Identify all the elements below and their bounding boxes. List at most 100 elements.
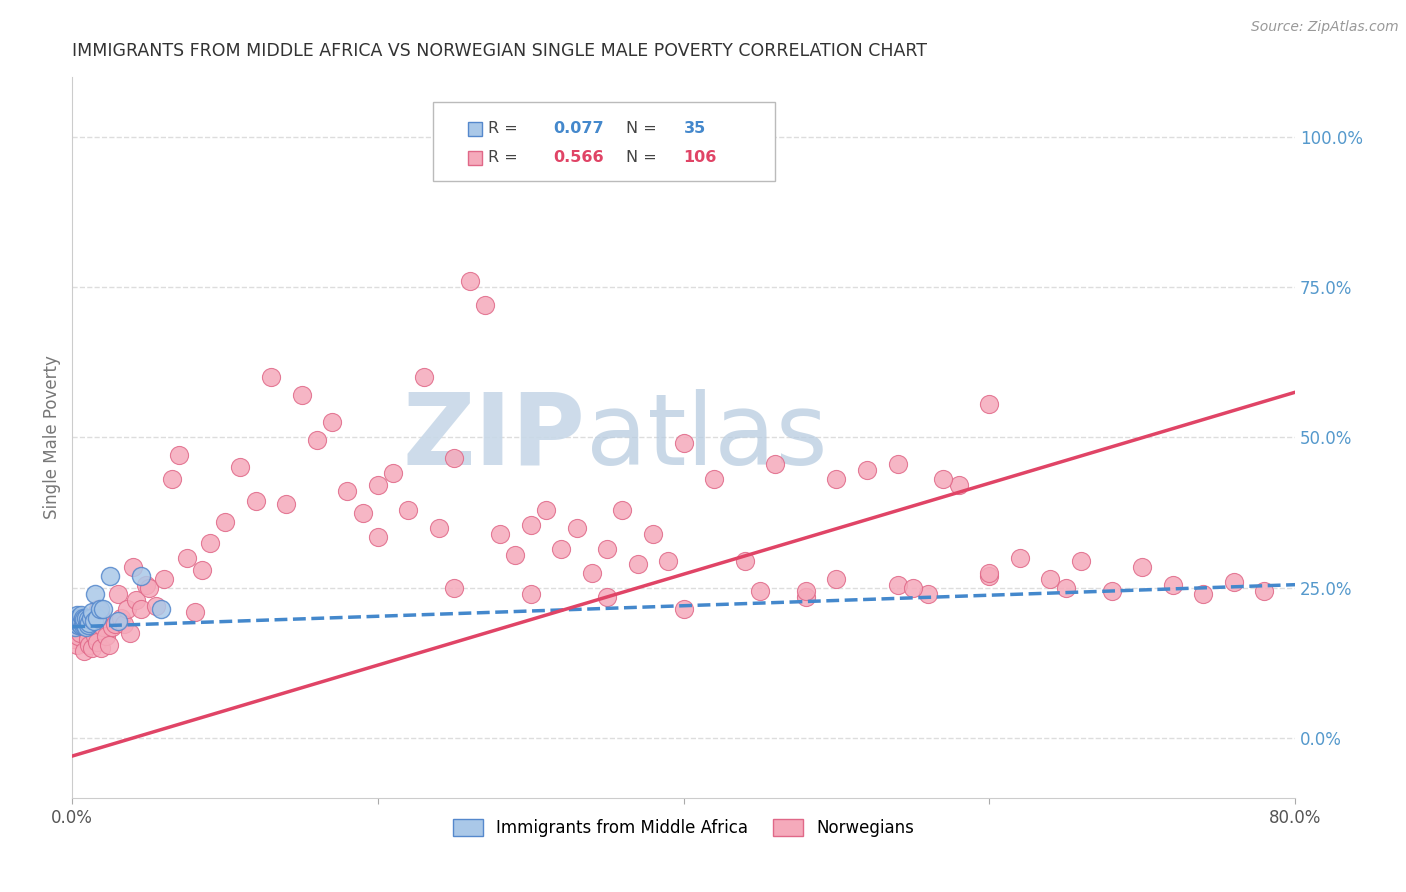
Point	[886, 458, 908, 472]
Point	[1070, 554, 1092, 568]
Point	[101, 620, 124, 634]
Point	[1101, 583, 1123, 598]
Point	[458, 274, 481, 288]
Point	[67, 611, 90, 625]
Point	[67, 629, 90, 643]
Text: N =: N =	[626, 150, 662, 165]
Point	[70, 607, 93, 622]
Point	[979, 568, 1001, 582]
Point	[474, 298, 496, 312]
Point	[153, 572, 176, 586]
Point	[97, 638, 120, 652]
Point	[91, 620, 114, 634]
Point	[75, 620, 97, 634]
Point	[367, 478, 389, 492]
Point	[979, 397, 1001, 411]
Point	[70, 614, 93, 628]
Point	[77, 638, 100, 652]
Point	[167, 449, 190, 463]
Point	[550, 541, 572, 556]
Point	[176, 550, 198, 565]
Point	[72, 620, 94, 634]
Point	[1039, 572, 1062, 586]
FancyBboxPatch shape	[433, 102, 775, 181]
Point	[979, 566, 1001, 580]
Point	[443, 451, 465, 466]
Point	[489, 526, 512, 541]
Point	[763, 458, 786, 472]
Point	[1054, 581, 1077, 595]
Point	[84, 629, 107, 643]
Point	[66, 607, 89, 622]
Point	[191, 563, 214, 577]
Point	[94, 629, 117, 643]
Point	[66, 638, 89, 652]
Point	[703, 473, 725, 487]
Point	[79, 614, 101, 628]
Point	[276, 496, 298, 510]
Point	[672, 436, 695, 450]
Point	[73, 644, 96, 658]
Point	[229, 460, 252, 475]
Point	[112, 616, 135, 631]
Point	[214, 515, 236, 529]
Point	[160, 473, 183, 487]
Point	[734, 554, 756, 568]
Point	[135, 577, 157, 591]
Point	[75, 623, 97, 637]
Point	[627, 557, 650, 571]
Point	[69, 616, 91, 631]
Point	[66, 616, 89, 631]
Point	[129, 568, 152, 582]
Point	[886, 577, 908, 591]
Point	[412, 370, 434, 384]
Point	[73, 612, 96, 626]
Point	[198, 535, 221, 549]
Point	[825, 473, 848, 487]
Point	[87, 601, 110, 615]
Point	[749, 583, 772, 598]
Point	[1192, 587, 1215, 601]
Point	[336, 484, 359, 499]
Point	[107, 614, 129, 628]
Point	[534, 502, 557, 516]
Point	[260, 370, 283, 384]
Point	[1130, 559, 1153, 574]
Point	[138, 581, 160, 595]
Point	[245, 493, 267, 508]
Y-axis label: Single Male Poverty: Single Male Poverty	[44, 355, 60, 519]
Point	[69, 614, 91, 628]
Point	[1253, 583, 1275, 598]
Point	[65, 625, 87, 640]
Point	[596, 590, 619, 604]
Point	[794, 583, 817, 598]
Point	[100, 568, 122, 582]
Point	[672, 601, 695, 615]
Text: 35: 35	[683, 121, 706, 136]
Point	[901, 581, 924, 595]
Point	[305, 434, 328, 448]
Point	[825, 572, 848, 586]
Text: atlas: atlas	[586, 389, 827, 486]
Point	[86, 611, 108, 625]
Point	[75, 611, 97, 625]
Point	[82, 640, 104, 655]
Point	[76, 618, 98, 632]
Point	[122, 559, 145, 574]
Text: 106: 106	[683, 150, 717, 165]
Point	[120, 625, 142, 640]
Point	[520, 517, 543, 532]
Point	[367, 530, 389, 544]
Point	[91, 601, 114, 615]
Point	[596, 541, 619, 556]
Point	[398, 502, 420, 516]
Point	[932, 473, 955, 487]
Point	[83, 614, 105, 628]
Point	[641, 526, 664, 541]
Text: IMMIGRANTS FROM MIDDLE AFRICA VS NORWEGIAN SINGLE MALE POVERTY CORRELATION CHART: IMMIGRANTS FROM MIDDLE AFRICA VS NORWEGI…	[72, 42, 927, 60]
Point	[62, 632, 84, 646]
Text: ZIP: ZIP	[404, 389, 586, 486]
Point	[794, 590, 817, 604]
Point	[1008, 550, 1031, 565]
Point	[856, 463, 879, 477]
